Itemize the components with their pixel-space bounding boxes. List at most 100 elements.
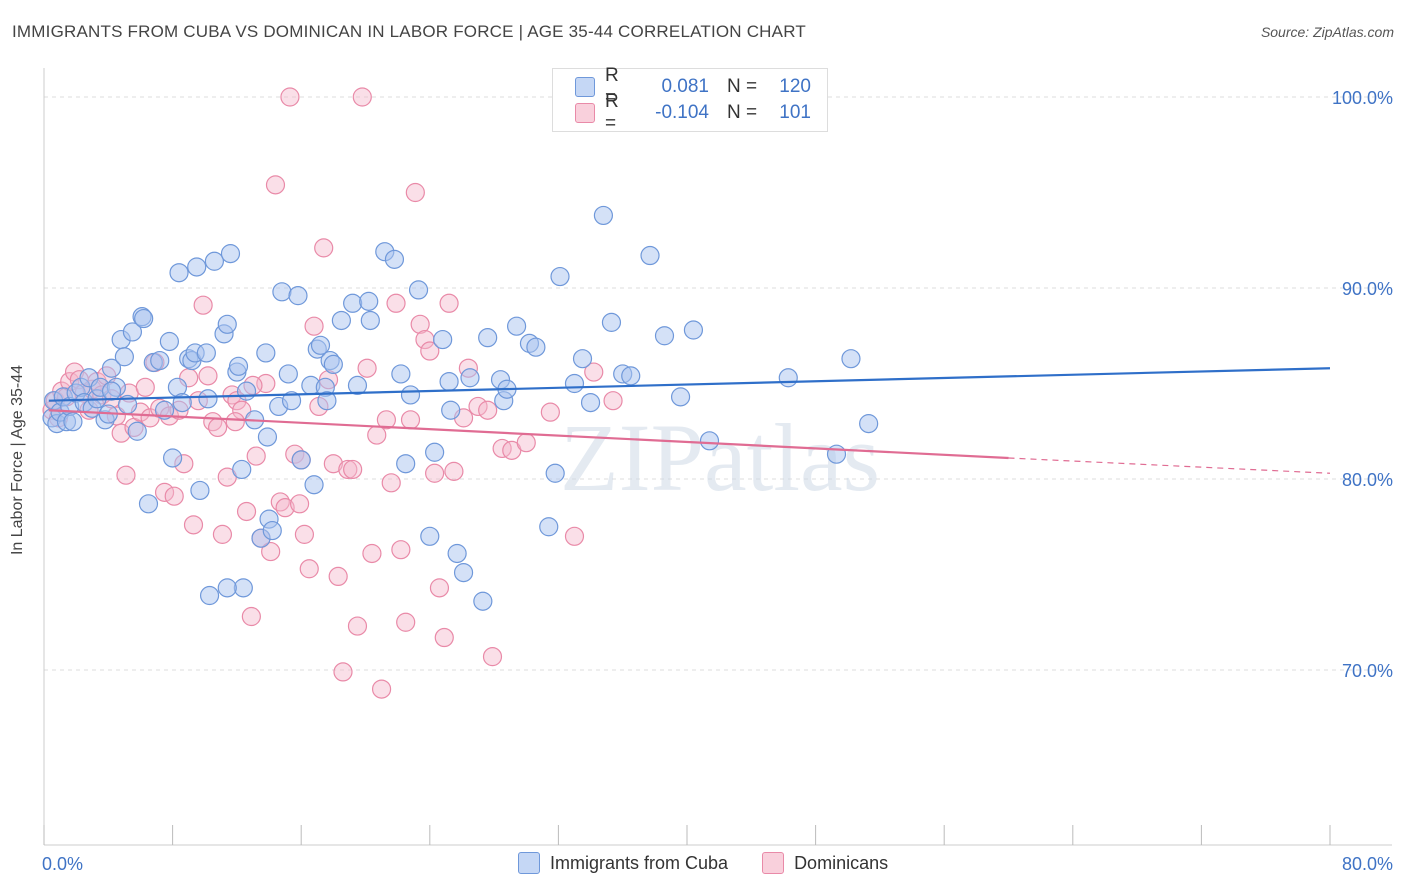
cuba-point	[150, 350, 170, 371]
dominicans-point	[208, 417, 228, 438]
dominicans-point	[338, 459, 358, 480]
cuba-point	[262, 520, 282, 541]
dominicans-point	[314, 238, 334, 258]
cuba-point	[257, 427, 278, 447]
dominicans-point	[343, 459, 363, 480]
cuba-point	[654, 326, 675, 346]
dominicans-point	[362, 543, 382, 564]
cuba-point	[288, 286, 308, 306]
cuba-point	[360, 310, 380, 331]
correlation-legend: R = 0.081 N = 120 R = -0.104 N = 101	[552, 65, 828, 134]
dominicans-point	[183, 515, 204, 535]
dominicans-trend-extension	[1008, 457, 1331, 474]
legend-swatch-cuba	[518, 852, 540, 874]
r-value: -0.104	[655, 102, 709, 123]
cuba-point	[256, 343, 276, 363]
x-tick-label: 80.0%	[1342, 854, 1393, 874]
cuba-point	[317, 391, 337, 411]
cuba-point	[323, 354, 343, 374]
dominicans-point	[584, 362, 604, 382]
cuba-point	[304, 475, 324, 495]
cuba-point	[122, 322, 143, 342]
chart-title: IMMIGRANTS FROM CUBA VS DOMINICAN IN LAB…	[12, 22, 806, 41]
dominicans-point	[386, 293, 406, 313]
cuba-point	[278, 364, 298, 384]
legend-row-dominicans: R = -0.104 N = 101	[575, 91, 811, 134]
axes	[43, 68, 1392, 846]
dominicans-point	[116, 465, 136, 485]
cuba-point	[778, 368, 798, 388]
dominicans-point	[400, 410, 421, 430]
cuba-point	[670, 387, 691, 407]
dominicans-point	[478, 400, 498, 420]
y-tick-label: 90.0%	[1342, 279, 1393, 299]
source-credit: Source: ZipAtlas.com	[1260, 24, 1394, 40]
cuba-point	[391, 364, 411, 384]
cuba-point	[859, 414, 879, 434]
cuba-point	[384, 249, 405, 269]
n-value: 101	[779, 102, 811, 123]
cuba-point	[453, 562, 474, 583]
cuba-point	[601, 312, 622, 332]
cuba-point	[272, 282, 292, 302]
cuba-point	[159, 331, 179, 352]
cuba-point	[217, 578, 237, 598]
n-value: 120	[779, 76, 811, 97]
cuba-point	[163, 448, 183, 468]
cuba-point	[359, 291, 379, 311]
cuba-point	[699, 431, 720, 451]
dominicans-point	[381, 473, 401, 493]
cuba-point	[343, 293, 363, 313]
cuba-point	[281, 391, 302, 411]
dominicans-point	[516, 433, 536, 453]
cuba-point	[196, 343, 216, 363]
cuba-point	[621, 366, 641, 386]
dominicans-point	[289, 494, 310, 514]
legend-item-dominicans: Dominicans	[762, 852, 888, 874]
dominicans-point	[425, 463, 445, 483]
dominicans-point	[420, 341, 440, 361]
x-tick-label: 0.0%	[42, 854, 83, 874]
legend-swatch-dominicans	[762, 852, 785, 874]
cuba-point	[460, 368, 480, 388]
series-legend: Immigrants from Cuba Dominicans	[518, 852, 922, 874]
dominicans-point	[333, 662, 353, 682]
dominicans-point	[396, 612, 416, 632]
cuba-point	[425, 442, 445, 462]
legend-label-cuba: Immigrants from Cuba	[550, 852, 729, 873]
cuba-point	[220, 244, 241, 264]
dominicans-point	[135, 377, 155, 397]
dominicans-point	[164, 486, 184, 506]
legend-label-dominicans: Dominicans	[794, 852, 889, 873]
cuba-point	[134, 308, 154, 329]
dominicans-point	[410, 314, 430, 334]
cuba-point	[572, 349, 593, 369]
cuba-point	[640, 245, 660, 266]
dominicans-point	[429, 578, 450, 598]
tick-labels: 70.0% 80.0% 90.0% 100.0% 0.0% 80.0%	[42, 88, 1393, 874]
r-value: 0.081	[661, 76, 709, 97]
dominicans-point	[241, 606, 261, 627]
dominicans-point	[352, 87, 372, 107]
cuba-point	[580, 393, 601, 413]
dominicans-point	[265, 175, 286, 195]
dominicans-points	[42, 87, 623, 699]
cuba-point	[408, 280, 429, 300]
dominicans-point	[444, 461, 464, 481]
dominicans-point	[439, 293, 459, 313]
dominicans-point	[328, 566, 348, 587]
legend-swatch-dominicans	[575, 103, 595, 123]
dominicans-point	[236, 501, 257, 522]
cuba-point	[169, 263, 189, 283]
dominicans-point	[482, 647, 503, 667]
cuba-point	[564, 373, 585, 394]
cuba-point	[396, 454, 416, 474]
cuba-point	[187, 257, 207, 277]
dominicans-point	[299, 559, 319, 579]
y-axis-label: In Labor Force | Age 35-44	[9, 364, 26, 556]
trend-lines	[48, 367, 1331, 474]
cuba-point	[526, 337, 546, 357]
cuba-point	[433, 329, 453, 350]
grid-lines	[44, 96, 1392, 671]
cuba-point	[507, 316, 527, 336]
